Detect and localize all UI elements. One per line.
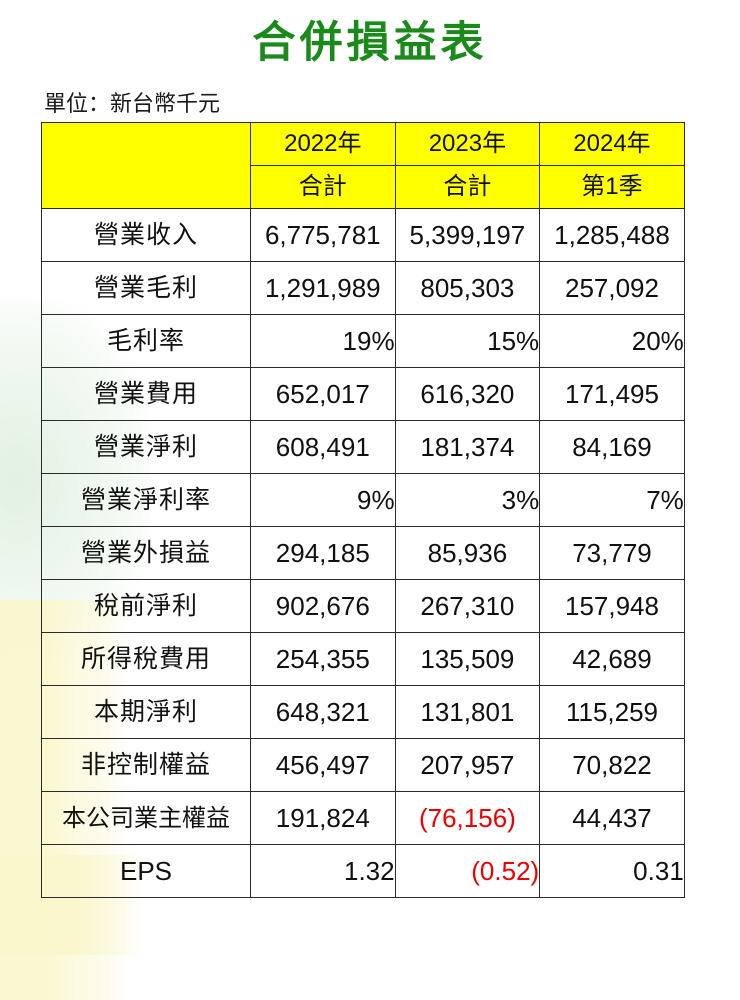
table-row: 營業淨利率 9% 3% 7%	[41, 473, 685, 527]
row-label: 營業費用	[41, 367, 251, 421]
income-statement-table: 2022年 2023年 2024年 合計 合計 第1季 營業收入 6,775,78…	[41, 122, 685, 898]
table-cell-value: (0.52)	[394, 844, 541, 898]
row-label: 營業外損益	[41, 526, 251, 580]
table-row: 毛利率 19% 15% 20%	[41, 314, 685, 368]
table-row: 稅前淨利 902,676 267,310 157,948	[41, 579, 685, 633]
table-row: 營業毛利 1,291,989 805,303 257,092	[41, 261, 685, 315]
column-header-scope-1: 合計	[394, 165, 541, 209]
table-cell-value: 157,948	[539, 579, 685, 633]
table-cell-value: (76,156)	[394, 791, 541, 845]
table-row: 營業外損益 294,185 85,936 73,779	[41, 526, 685, 580]
table-row: 所得稅費用 254,355 135,509 42,689	[41, 632, 685, 686]
row-label: 稅前淨利	[41, 579, 251, 633]
table-row: EPS 1.32 (0.52) 0.31	[41, 844, 685, 898]
row-label: 營業收入	[41, 208, 251, 262]
table-row: 營業收入 6,775,781 5,399,197 1,285,488	[41, 208, 685, 262]
table-cell-value: 616,320	[394, 367, 541, 421]
row-label: 毛利率	[41, 314, 251, 368]
table-corner-cell	[41, 122, 251, 209]
table-cell-value: 115,259	[539, 685, 685, 739]
row-label: EPS	[41, 844, 251, 898]
row-label: 本期淨利	[41, 685, 251, 739]
table-cell-value: 207,957	[394, 738, 541, 792]
table-cell-value: 648,321	[250, 685, 396, 739]
column-header-period-1: 2023年	[394, 122, 541, 166]
table-cell-value: 85,936	[394, 526, 541, 580]
row-label: 營業淨利	[41, 420, 251, 474]
table-cell-value: 84,169	[539, 420, 685, 474]
column-header-period-0: 2022年	[250, 122, 396, 166]
table-cell-value: 9%	[250, 473, 396, 527]
table-cell-value: 15%	[394, 314, 541, 368]
table-cell-value: 294,185	[250, 526, 396, 580]
table-row: 本公司業主權益 191,824 (76,156) 44,437	[41, 791, 685, 845]
row-label: 所得稅費用	[41, 632, 251, 686]
table-cell-value: 3%	[394, 473, 541, 527]
table-row: 營業淨利 608,491 181,374 84,169	[41, 420, 685, 474]
table-cell-value: 73,779	[539, 526, 685, 580]
table-header-row-scope: 合計 合計 第1季	[42, 165, 685, 209]
column-header-scope-2: 第1季	[539, 165, 685, 209]
row-label: 非控制權益	[41, 738, 251, 792]
table-cell-value: 70,822	[539, 738, 685, 792]
table-cell-value: 257,092	[539, 261, 685, 315]
table-cell-value: 135,509	[394, 632, 541, 686]
table-cell-value: 191,824	[250, 791, 396, 845]
table-cell-value: 181,374	[394, 420, 541, 474]
table-cell-value: 5,399,197	[394, 208, 541, 262]
table-cell-value: 254,355	[250, 632, 396, 686]
table-header: 2022年 2023年 2024年 合計 合計 第1季	[41, 122, 685, 209]
row-label: 營業淨利率	[41, 473, 251, 527]
table-cell-value: 131,801	[394, 685, 541, 739]
table-cell-value: 0.31	[539, 844, 685, 898]
table-cell-value: 44,437	[539, 791, 685, 845]
table-row: 營業費用 652,017 616,320 171,495	[41, 367, 685, 421]
table-cell-value: 1.32	[250, 844, 396, 898]
table-body: 營業收入 6,775,781 5,399,197 1,285,488 營業毛利 1,291…	[41, 208, 685, 898]
table-cell-value: 1,291,989	[250, 261, 396, 315]
table-cell-value: 6,775,781	[250, 208, 396, 262]
column-header-scope-0: 合計	[250, 165, 396, 209]
unit-note: 單位：新台幣千元	[44, 92, 221, 117]
table-cell-value: 902,676	[250, 579, 396, 633]
table-cell-value: 456,497	[250, 738, 396, 792]
table-cell-value: 171,495	[539, 367, 685, 421]
table-header-row-period: 2022年 2023年 2024年	[41, 122, 685, 209]
table-cell-value: 652,017	[250, 367, 396, 421]
row-label: 本公司業主權益	[41, 791, 251, 845]
table-row: 本期淨利 648,321 131,801 115,259	[41, 685, 685, 739]
table-cell-value: 20%	[539, 314, 685, 368]
column-header-period-2: 2024年	[539, 122, 685, 166]
table-cell-value: 7%	[539, 473, 685, 527]
table-cell-value: 42,689	[539, 632, 685, 686]
page-title: 合併損益表	[252, 18, 488, 68]
table-cell-value: 805,303	[394, 261, 541, 315]
table-row: 非控制權益 456,497 207,957 70,822	[41, 738, 685, 792]
table-cell-value: 19%	[250, 314, 396, 368]
row-label: 營業毛利	[41, 261, 251, 315]
table-cell-value: 608,491	[250, 420, 396, 474]
table-cell-value: 267,310	[394, 579, 541, 633]
table-cell-value: 1,285,488	[539, 208, 685, 262]
